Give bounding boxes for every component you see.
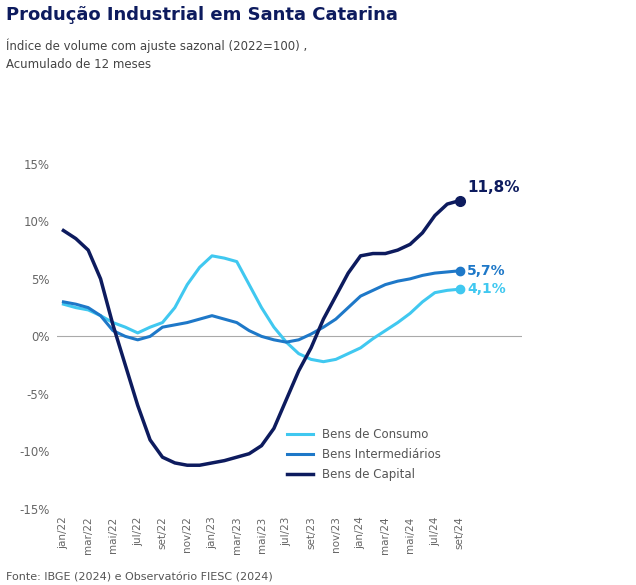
Legend: Bens de Consumo, Bens Intermediários, Bens de Capital: Bens de Consumo, Bens Intermediários, Be… <box>282 423 446 486</box>
Text: 4,1%: 4,1% <box>467 282 506 296</box>
Text: Índice de volume com ajuste sazonal (2022=100) ,
Acumulado de 12 meses: Índice de volume com ajuste sazonal (202… <box>6 38 308 71</box>
Text: Fonte: IBGE (2024) e Observatório FIESC (2024): Fonte: IBGE (2024) e Observatório FIESC … <box>6 572 273 582</box>
Text: 11,8%: 11,8% <box>467 180 520 195</box>
Text: Produção Industrial em Santa Catarina: Produção Industrial em Santa Catarina <box>6 6 398 24</box>
Text: 5,7%: 5,7% <box>467 264 506 278</box>
